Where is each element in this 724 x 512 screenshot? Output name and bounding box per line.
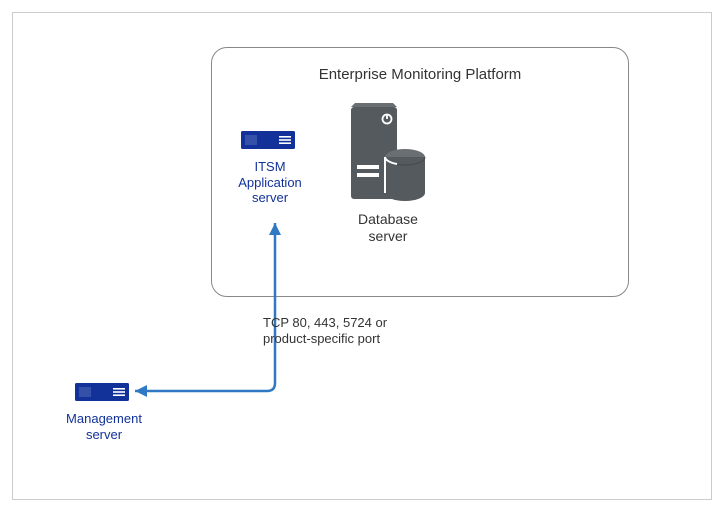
connection-arrow: [13, 13, 713, 501]
diagram-canvas: Enterprise Monitoring Platform ITSM Appl…: [12, 12, 712, 500]
connection-label: TCP 80, 443, 5724 or product-specific po…: [263, 315, 453, 346]
